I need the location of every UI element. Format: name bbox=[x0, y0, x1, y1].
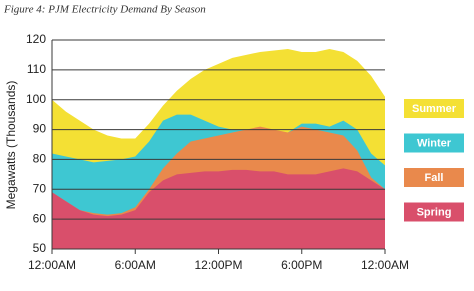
chart-title: Figure 4: PJM Electricity Demand By Seas… bbox=[3, 4, 206, 16]
x-tick-label: 6:00AM bbox=[115, 258, 156, 272]
area bbox=[52, 168, 385, 249]
y-tick-label: 90 bbox=[33, 122, 47, 136]
legend-swatch bbox=[404, 133, 464, 153]
y-tick-label: 120 bbox=[26, 32, 46, 46]
legend-swatch bbox=[404, 202, 464, 222]
legend-label: Summer bbox=[412, 103, 457, 115]
x-tick-label: 6:00PM bbox=[281, 258, 322, 272]
x-tick-label: 12:00AM bbox=[28, 258, 76, 272]
y-tick-label: 70 bbox=[33, 181, 47, 195]
legend-swatch bbox=[404, 99, 464, 118]
legend-label: Spring bbox=[417, 206, 452, 218]
legend-swatch bbox=[404, 168, 464, 187]
x-tick-label: 12:00PM bbox=[194, 258, 242, 272]
y-tick-label: 50 bbox=[33, 241, 47, 255]
legend-label: Fall bbox=[425, 172, 444, 184]
y-tick-label: 110 bbox=[27, 62, 46, 76]
legend-label: Winter bbox=[417, 137, 452, 149]
y-tick-label: 60 bbox=[33, 211, 47, 225]
y-axis-label: Megawatts (Thousands) bbox=[4, 81, 18, 210]
y-tick-label: 100 bbox=[26, 92, 46, 106]
y-tick-label: 80 bbox=[33, 152, 47, 166]
x-tick-label: 12:00AM bbox=[361, 258, 409, 272]
